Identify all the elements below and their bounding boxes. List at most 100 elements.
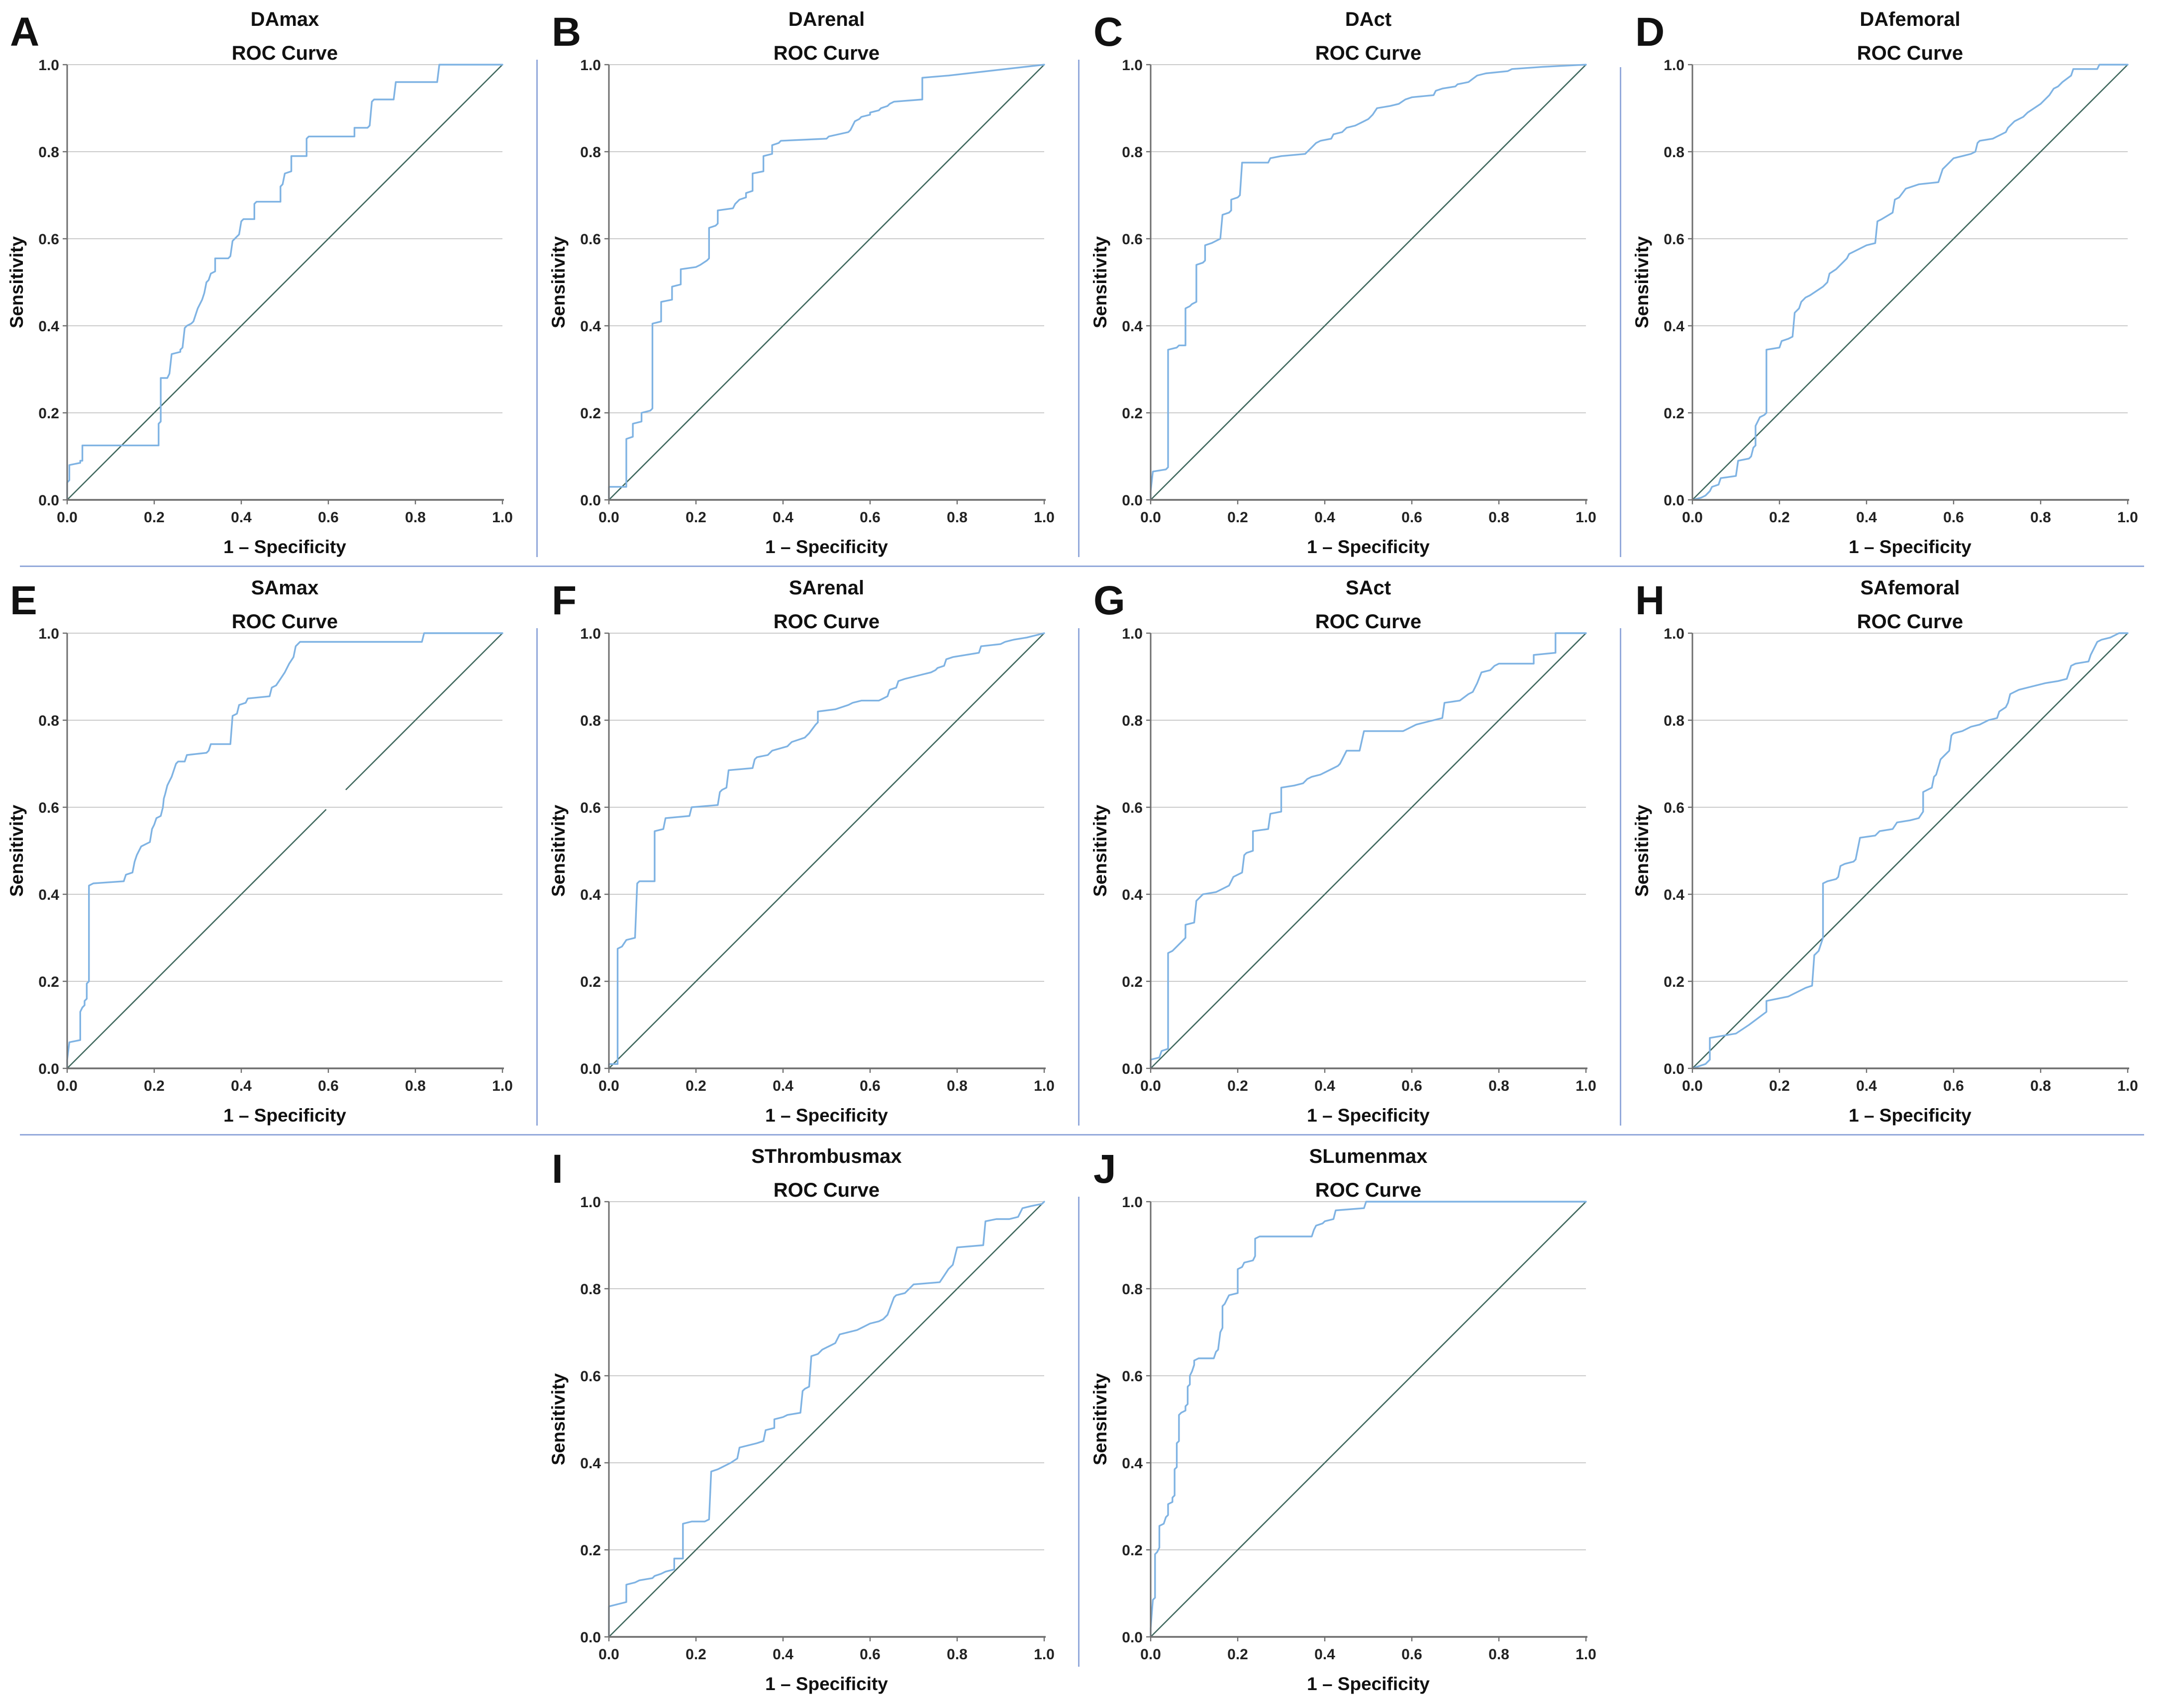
x-tick-label: 0.8: [2030, 1078, 2051, 1094]
x-axis-label: 1 – Specificity: [1307, 537, 1430, 557]
roc-curve: [608, 1201, 1045, 1638]
y-tick-label: 0.6: [1122, 1368, 1143, 1385]
x-tick-label: 0.2: [1227, 1078, 1248, 1094]
x-tick-label: 0.4: [231, 1078, 252, 1094]
y-tick-label: 0.0: [1664, 492, 1684, 509]
x-tick-label: 0.6: [1401, 1646, 1422, 1663]
x-tick-label: 0.8: [947, 1078, 968, 1094]
x-tick-label: 0.8: [2030, 509, 2051, 526]
roc-plot: 0.00.00.20.20.40.40.60.60.80.81.01.0E SAm…: [6, 577, 513, 1126]
x-tick-label: 0.4: [1314, 1078, 1335, 1094]
panel-subtitle: ROC Curve: [1857, 611, 1963, 633]
x-axis-label: 1 – Specificity: [223, 1105, 346, 1126]
y-tick-label: 0.2: [580, 405, 601, 422]
roc-plot: 0.00.0 0.2 0.2 0.4 0.4 0.6 0.6 0.8 0.8 1.0 1.0 G SAc…: [1090, 577, 1596, 1126]
y-axis-label: Sensitivity: [1632, 236, 1652, 328]
panel-letter: I: [552, 1146, 563, 1192]
panel-subtitle: ROC Curve: [1315, 1179, 1421, 1201]
panel-subtitle: ROC Curve: [1315, 42, 1421, 64]
panel-title: SLumenmax: [1309, 1145, 1428, 1167]
panel-subtitle: ROC Curve: [232, 611, 338, 633]
x-tick-label: 0.8: [947, 509, 968, 526]
x-tick-label: 1.0: [492, 509, 513, 526]
column-divider: [536, 60, 538, 557]
y-tick-label: 0.2: [38, 405, 59, 422]
roc-panel-A: 0.0 0.0 0.2 0.2 0.4 0.4 0.6 0.6 0.8 0.8 1.0 1.0 A DAm…: [0, 0, 542, 571]
y-tick-label: 0.6: [1122, 800, 1143, 816]
y-tick-label: 0.0: [580, 492, 601, 509]
y-tick-label: 0.8: [38, 144, 59, 161]
y-tick-label: 0.6: [38, 231, 59, 248]
y-tick-label: 0.8: [580, 144, 601, 161]
panel-title: SArenal: [789, 577, 864, 599]
x-tick-label: 0.0: [598, 1078, 619, 1094]
y-tick-label: 0.6: [38, 800, 59, 816]
reference-line: [67, 64, 503, 500]
column-divider: [1078, 60, 1080, 557]
x-tick-label: 0.6: [1401, 509, 1422, 526]
reference-line: [1150, 633, 1586, 1069]
x-tick-label: 1.0: [1576, 1078, 1596, 1094]
y-tick-label: 0.0: [38, 492, 59, 509]
x-tick-label: 0.4: [1314, 1646, 1335, 1663]
y-tick-label: 0.8: [1122, 144, 1143, 161]
column-divider: [1078, 1197, 1080, 1667]
x-tick-label: 1.0: [1034, 1078, 1055, 1094]
reference-line: [1150, 64, 1586, 500]
y-axis-label: Sensitivity: [1632, 805, 1652, 897]
roc-panel-J: 0.0 0.0 0.2 0.2 0.4 0.4 0.6 0.6 0.8 0.8 1.0 1.0 J SLu…: [1084, 1137, 1625, 1708]
y-tick-label: 1.0: [1122, 57, 1143, 74]
x-axis-label: 1 – Specificity: [223, 537, 346, 557]
x-tick-label: 0.4: [1856, 1078, 1877, 1094]
reference-line: [608, 1201, 1045, 1637]
y-tick-label: 1.0: [38, 626, 59, 642]
roc-plot: 0.00.0 0.2 0.2 0.4 0.4 0.6 0.6 0.8 0.8 1.0 1.0 C DAc…: [1090, 8, 1596, 557]
roc-curve: [1691, 632, 2129, 1069]
roc-panel-C: 0.0 0.0 0.2 0.2 0.4 0.4 0.6 0.6 0.8 0.8 1.0 1.0 C DAc…: [1084, 0, 1625, 571]
x-tick-label: 0.6: [1401, 1078, 1422, 1094]
x-axis-label: 1 – Specificity: [1307, 1674, 1430, 1694]
y-tick-label: 0.2: [580, 1542, 601, 1559]
panel-title: SAfemoral: [1860, 577, 1960, 599]
x-tick-label: 0.4: [231, 509, 252, 526]
x-tick-label: 0.2: [144, 1078, 165, 1094]
y-tick-label: 0.4: [580, 887, 601, 903]
y-tick-label: 0.8: [580, 713, 601, 729]
y-tick-label: 0.8: [1664, 144, 1684, 161]
panel-letter: D: [1635, 9, 1665, 55]
x-axis-label: 1 – Specificity: [1849, 537, 1971, 557]
roc-panel-B: 0.0 0.0 0.2 0.2 0.4 0.4 0.6 0.6 0.8 0.8 1.0 1.0 B DAr…: [542, 0, 1084, 571]
roc-curve: [1691, 64, 2129, 501]
roc-curve: [1150, 632, 1587, 1069]
x-tick-label: 0.2: [144, 509, 165, 526]
x-tick-label: 0.6: [860, 1646, 881, 1663]
x-tick-label: 1.0: [1034, 1646, 1055, 1663]
y-tick-label: 0.4: [580, 1455, 601, 1472]
x-axis-label: 1 – Specificity: [765, 537, 888, 557]
x-tick-label: 0.6: [1943, 509, 1964, 526]
panel-title: DAmax: [251, 8, 319, 30]
y-tick-label: 0.2: [38, 974, 59, 990]
y-tick-label: 0.4: [1664, 318, 1684, 335]
x-tick-label: 0.0: [57, 1078, 78, 1094]
y-tick-label: 0.6: [580, 800, 601, 816]
roc-plot: 0.00.00.20.20.40.40.60.60.80.81.01.0F SAr…: [548, 577, 1055, 1126]
y-tick-label: 0.4: [1664, 887, 1684, 903]
panel-title: DArenal: [788, 8, 865, 30]
y-tick-label: 1.0: [580, 1194, 601, 1211]
x-tick-label: 0.2: [1769, 509, 1790, 526]
x-tick-label: 0.4: [773, 509, 793, 526]
y-tick-label: 0.4: [38, 318, 59, 335]
roc-panel-H: 0.0 0.0 0.2 0.2 0.4 0.4 0.6 0.6 0.8 0.8 1.0 1.0 H SAf…: [1625, 569, 2167, 1139]
roc-plot: 0.00.0 0.2 0.2 0.4 0.4 0.6 0.6 0.8 0.8 1.0 1.0 B DAr…: [548, 8, 1055, 557]
panel-letter: A: [10, 9, 39, 55]
roc-panel-G: 0.0 0.0 0.2 0.2 0.4 0.4 0.6 0.6 0.8 0.8 1.0 1.0 G SAc…: [1084, 569, 1625, 1139]
roc-plot: 0.00.0 0.2 0.2 0.4 0.4 0.6 0.6 0.8 0.8 1.0 1.0 I STh…: [548, 1145, 1055, 1694]
x-tick-label: 0.0: [1140, 1646, 1161, 1663]
roc-curve: [66, 64, 503, 501]
x-tick-label: 0.2: [686, 1078, 706, 1094]
panel-title: SThrombusmax: [751, 1145, 901, 1167]
y-tick-label: 1.0: [1664, 57, 1684, 74]
panel-letter: G: [1093, 578, 1125, 623]
